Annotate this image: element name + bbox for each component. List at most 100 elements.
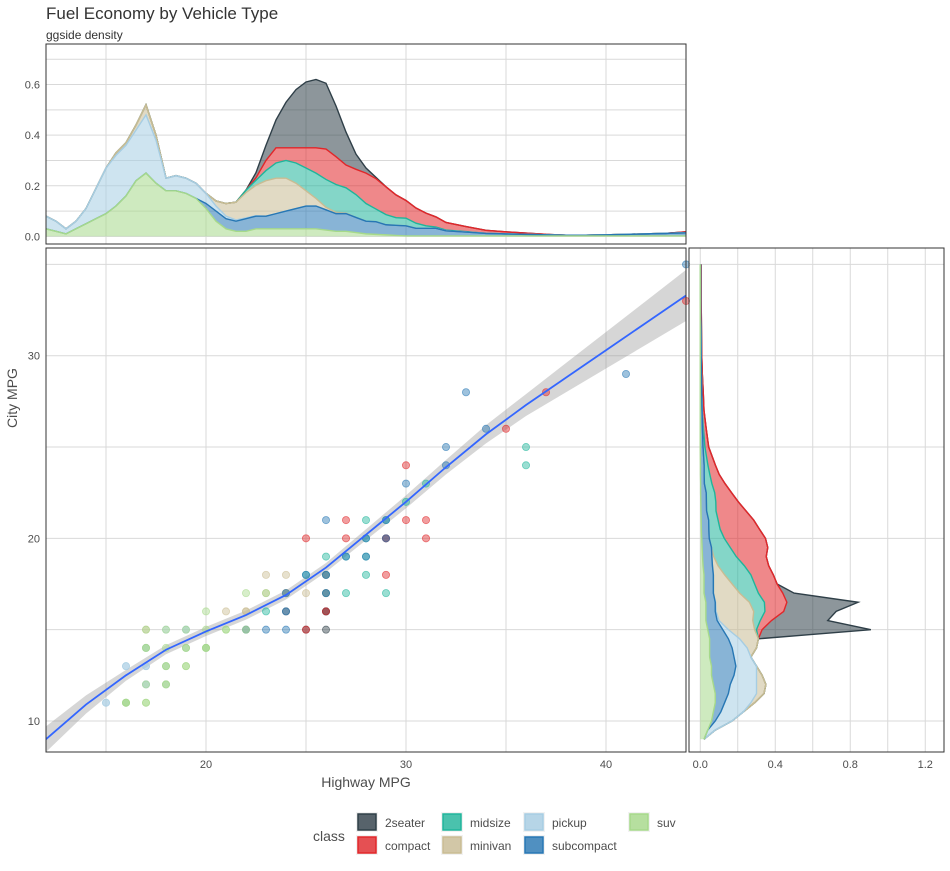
x-tick-label: 30: [400, 759, 412, 771]
x-tick-label: 20: [200, 759, 212, 771]
legend: class 2seater compact midsize minivan pickup…: [313, 812, 676, 855]
x-axis-label: Highway MPG: [321, 774, 410, 790]
legend-swatch-pickup: [524, 813, 544, 831]
legend-label-compact: compact: [385, 839, 431, 853]
y-tick-label: 20: [28, 533, 40, 545]
point-suv: [141, 643, 150, 652]
right-x-tick-label: 0.8: [843, 759, 858, 771]
point-suv: [161, 662, 170, 671]
y-tick-label: 10: [28, 716, 40, 728]
legend-item-midsize: midsize: [441, 812, 511, 832]
point-pickup: [122, 662, 131, 671]
legend-label-minivan: minivan: [470, 839, 511, 853]
point-midsize: [261, 607, 270, 616]
legend-item-suv: suv: [628, 812, 676, 832]
point-midsize: [321, 552, 330, 561]
y-tick-label: 30: [28, 351, 40, 363]
point-midsize: [522, 461, 531, 470]
point-midsize: [522, 443, 531, 452]
point-suv: [261, 589, 270, 598]
chart-subtitle: ggside density: [46, 28, 123, 42]
point-compact: [321, 607, 330, 616]
main-frame: [45, 247, 687, 753]
legend-swatch-suv: [629, 813, 649, 831]
top-y-tick-label: 0.4: [25, 130, 40, 142]
series-subcompact-points: [241, 260, 691, 634]
point-subcompact: [281, 625, 290, 634]
point-compact: [341, 534, 350, 543]
point-compact: [401, 516, 410, 525]
series-compact-points: [281, 296, 691, 634]
point-compact: [381, 570, 390, 579]
point-subcompact: [461, 388, 470, 397]
point-midsize: [381, 589, 390, 598]
point-subcompact: [622, 369, 631, 378]
legend-label-midsize: midsize: [470, 816, 511, 830]
point-minivan: [221, 607, 230, 616]
main-gridlines: [46, 248, 686, 752]
top-density-panel: 0.0 0.2 0.4 0.6: [25, 43, 687, 245]
point-subcompact: [321, 589, 330, 598]
point-compact: [421, 534, 430, 543]
point-subcompact: [381, 534, 390, 543]
point-subcompact: [401, 479, 410, 488]
point-2seater: [321, 625, 330, 634]
point-midsize: [361, 516, 370, 525]
legend-item-minivan: minivan: [441, 835, 511, 855]
point-suv: [141, 625, 150, 634]
point-subcompact: [441, 443, 450, 452]
point-suv: [181, 662, 190, 671]
point-subcompact: [321, 516, 330, 525]
point-suv: [181, 625, 190, 634]
y-axis-label: City MPG: [4, 368, 20, 428]
right-density-panel: 0.0 0.4 0.8 1.2: [688, 247, 945, 771]
point-minivan: [281, 570, 290, 579]
legend-swatch-2seater: [357, 813, 377, 831]
right-density-midsize: [700, 264, 766, 740]
top-density-suv: [46, 173, 686, 237]
top-frame: [45, 43, 687, 245]
point-suv: [201, 607, 210, 616]
point-suv: [241, 589, 250, 598]
right-density-compact: [700, 264, 787, 740]
legend-swatch-compact: [357, 836, 377, 854]
right-density-outline-subcompact: [699, 264, 737, 740]
point-compact: [401, 461, 410, 470]
point-minivan: [261, 570, 270, 579]
legend-item-2seater: 2seater: [356, 812, 425, 832]
right-density-subcompact: [700, 264, 736, 740]
point-subcompact: [361, 552, 370, 561]
x-tick-label: 40: [600, 759, 612, 771]
point-compact: [501, 424, 510, 433]
point-midsize: [361, 570, 370, 579]
chart-title: Fuel Economy by Vehicle Type: [46, 4, 278, 23]
legend-label-suv: suv: [657, 816, 676, 830]
point-compact: [421, 516, 430, 525]
point-subcompact: [281, 607, 290, 616]
point-compact: [341, 516, 350, 525]
legend-item-pickup: pickup: [523, 812, 587, 832]
point-suv: [141, 680, 150, 689]
legend-label-2seater: 2seater: [385, 816, 425, 830]
legend-swatch-midsize: [442, 813, 462, 831]
right-density-outline-suv: [699, 264, 716, 740]
point-subcompact: [481, 424, 490, 433]
main-scatter-panel: 20 30 40 10 20 30: [28, 247, 691, 771]
right-density-pickup: [700, 264, 757, 740]
point-suv: [141, 698, 150, 707]
top-density-midsize: [46, 104, 686, 236]
point-suv: [122, 698, 131, 707]
right-x-tick-label: 0.4: [768, 759, 783, 771]
legend-item-compact: compact: [356, 835, 431, 855]
right-frame: [688, 247, 945, 753]
right-density-minivan: [700, 264, 766, 740]
legend-swatch-minivan: [442, 836, 462, 854]
right-density-suv: [700, 264, 716, 740]
series-suv-points: [122, 589, 270, 707]
point-suv: [221, 625, 230, 634]
point-subcompact: [301, 570, 310, 579]
point-subcompact: [341, 552, 350, 561]
point-minivan: [301, 589, 310, 598]
trend-line: [45, 294, 687, 740]
